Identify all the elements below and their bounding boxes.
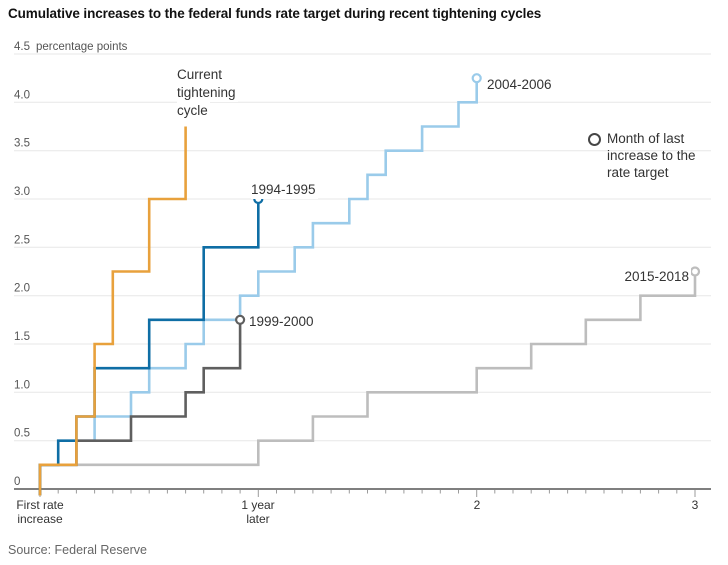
- series-label-2004-2006: 2004-2006: [487, 76, 554, 94]
- y-axis-tick-label: 2.0: [14, 283, 30, 295]
- y-axis-tick-label: 1.0: [14, 379, 30, 391]
- series-line-1999-2000: [38, 319, 242, 496]
- chart-title: Cumulative increases to the federal fund…: [8, 6, 542, 21]
- series-label-2015-2018: 2015-2018: [624, 268, 691, 286]
- source-credit: Source: Federal Reserve: [8, 543, 147, 557]
- y-axis-tick-label: 4.0: [14, 89, 30, 101]
- y-axis-tick-label: 0: [14, 476, 20, 488]
- series-line-2004-2006: [38, 78, 478, 496]
- legend: Month of last increase to the rate targe…: [588, 130, 696, 181]
- y-axis-tick-label: 3.5: [14, 138, 30, 150]
- y-axis-tick-label: 3.0: [14, 186, 30, 198]
- x-axis-label-2-years: 2: [473, 498, 481, 512]
- last-increase-marker-2015-2018: [689, 266, 701, 277]
- series-line-2015-2018: [38, 271, 697, 496]
- series-label-1994-1995: 1994-1995: [251, 181, 318, 199]
- x-axis-label-1-year-later: 1 year later: [241, 498, 275, 526]
- open-circle-icon: [588, 133, 601, 146]
- y-axis-tick-label: 4.5: [14, 41, 30, 53]
- x-axis-label-3-years: 3: [691, 498, 699, 512]
- y-axis-unit-label: percentage points: [36, 41, 128, 53]
- y-axis-tick-label: 1.5: [14, 331, 30, 343]
- y-axis-tick-label: 2.5: [14, 234, 30, 246]
- x-axis-label-first-rate-increase: First rate increase: [16, 498, 64, 526]
- series-line-current-tightening-cycle: [38, 126, 187, 496]
- y-axis-tick-label: 0.5: [14, 428, 30, 440]
- last-increase-marker-2004-2006: [471, 73, 482, 84]
- last-increase-marker-1999-2000: [235, 314, 246, 325]
- series-label-current-tightening-cycle: Current tightening cycle: [177, 66, 238, 120]
- series-label-1999-2000: 1999-2000: [249, 313, 316, 331]
- legend-label: Month of last increase to the rate targe…: [607, 131, 696, 180]
